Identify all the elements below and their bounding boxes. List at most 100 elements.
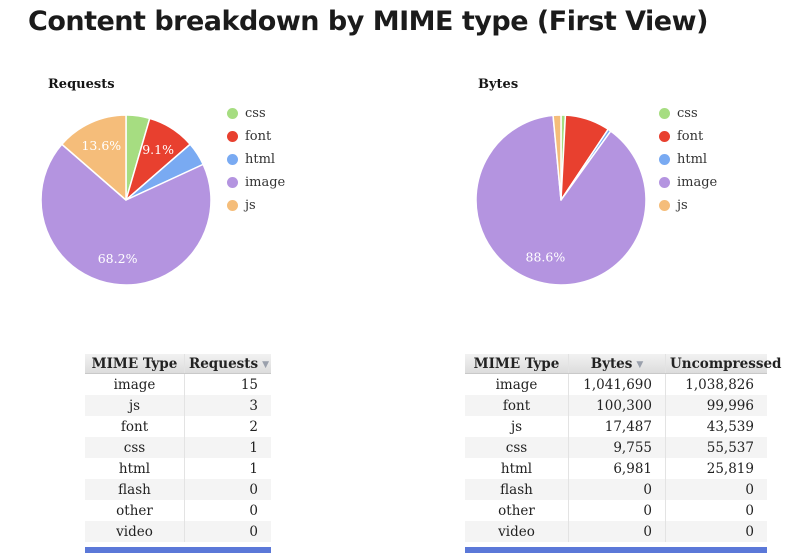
table-row-video[interactable]: video 0 0 (465, 521, 767, 542)
pie-percent-label: 13.6% (81, 138, 121, 153)
pie-slice-js[interactable] (61, 114, 127, 201)
legend-label: html (677, 152, 708, 167)
bytes-table-body: image 1,041,690 1,038,826 font 100,300 99,996… (465, 373, 767, 542)
legend-swatch-icon (659, 131, 670, 142)
legend-item-image: image (659, 171, 717, 194)
value-cell: 3 (184, 395, 271, 416)
legend-label: html (245, 152, 276, 167)
value-cell: 0 (568, 500, 666, 521)
table-row-other[interactable]: other 0 0 (465, 500, 767, 521)
mime-type-cell: font (465, 395, 569, 416)
bytes-legend: css font html image js (659, 102, 717, 217)
value-cell: 55,537 (665, 437, 767, 458)
legend-swatch-icon (227, 108, 238, 119)
value-cell: 15 (184, 373, 271, 395)
column-header-mime-type[interactable]: MIME Type (465, 354, 569, 374)
mime-type-cell: other (498, 502, 535, 519)
mime-type-cell: css (85, 437, 185, 458)
legend-swatch-icon (659, 108, 670, 119)
sort-desc-icon: ▼ (636, 359, 644, 370)
value-cell: 2 (184, 416, 271, 437)
value-cell: 0 (184, 479, 271, 500)
bytes-pie-chart[interactable]: 88.6% (473, 112, 649, 288)
column-header-bytes[interactable]: Bytes ▼ (568, 354, 666, 374)
column-header-uncompressed[interactable]: Uncompressed (665, 354, 781, 374)
mime-type-cell: video (465, 521, 569, 542)
legend-item-js: js (227, 194, 285, 217)
pie-percent-label: 68.2% (98, 251, 138, 266)
table-row-font[interactable]: font 100,300 99,996 (465, 395, 767, 416)
legend-item-html: html (659, 148, 717, 171)
table-row-css[interactable]: css 9,755 55,537 (465, 437, 767, 458)
table-row-other[interactable]: other 0 (85, 500, 271, 521)
mime-type-cell: image (113, 376, 156, 393)
legend-item-js: js (659, 194, 717, 217)
legend-item-font: font (227, 125, 285, 148)
mime-type-cell: flash (85, 479, 185, 500)
requests-chart-title: Requests (48, 77, 115, 92)
legend-swatch-icon (659, 200, 670, 211)
value-cell: 0 (665, 500, 767, 521)
legend-swatch-icon (227, 154, 238, 165)
value-cell: 9,755 (568, 437, 666, 458)
value-cell: 0 (184, 500, 271, 521)
legend-item-image: image (227, 171, 285, 194)
table-row-font[interactable]: font 2 (85, 416, 271, 437)
table-row-js[interactable]: js 3 (85, 395, 271, 416)
legend-swatch-icon (659, 177, 670, 188)
requests-table: MIME Type Requests ▼ image 15 js 3 font 2 css 1 ht… (85, 354, 271, 542)
pie-slice-js[interactable] (552, 114, 562, 201)
value-cell: 17,487 (568, 416, 666, 437)
legend-label: css (245, 106, 266, 121)
requests-pie-chart[interactable]: 9.1% 68.2% 13.6% (38, 112, 214, 288)
table-row-js[interactable]: js 17,487 43,539 (465, 416, 767, 437)
value-cell: 100,300 (568, 395, 666, 416)
bytes-table-head: MIME Type Bytes ▼ Uncompressed (465, 354, 781, 374)
value-cell: 1,041,690 (568, 373, 666, 395)
pie-slice-image[interactable] (40, 143, 212, 286)
value-cell: 0 (665, 479, 767, 500)
value-cell: 6,981 (568, 458, 666, 479)
column-header-requests[interactable]: Requests ▼ (184, 354, 271, 374)
table-row-css[interactable]: css 1 (85, 437, 271, 458)
table-header-row: MIME Type Bytes ▼ Uncompressed (465, 354, 781, 374)
bytes-table: MIME Type Bytes ▼ Uncompressed image 1,041,6… (465, 354, 781, 542)
page-title: Content breakdown by MIME type (First Vi… (28, 6, 708, 37)
table-row-image[interactable]: image 1,041,690 1,038,826 (465, 373, 767, 395)
table-row-flash[interactable]: flash 0 0 (465, 479, 767, 500)
legend-label: js (245, 198, 256, 213)
legend-item-css: css (659, 102, 717, 125)
mime-type-cell: html (500, 460, 533, 477)
requests-table-body: image 15 js 3 font 2 css 1 html 1 flash 0 other 0 vide… (85, 373, 271, 542)
value-cell: 0 (568, 521, 666, 542)
mime-type-cell: other (116, 502, 153, 519)
requests-table-head: MIME Type Requests ▼ (85, 354, 271, 374)
mime-type-cell: html (118, 460, 151, 477)
legend-swatch-icon (227, 200, 238, 211)
table-row-flash[interactable]: flash 0 (85, 479, 271, 500)
requests-legend: css font html image js (227, 102, 285, 217)
mime-type-cell: js (510, 418, 523, 435)
value-cell: 43,539 (665, 416, 767, 437)
bottom-blue-bar-right (465, 547, 767, 553)
legend-label: font (677, 129, 704, 144)
value-cell: 1,038,826 (665, 373, 767, 395)
legend-label: js (677, 198, 688, 213)
column-header-mime-type[interactable]: MIME Type (85, 354, 185, 374)
value-cell: 0 (665, 521, 767, 542)
pie-percent-label: 88.6% (526, 249, 566, 264)
table-row-image[interactable]: image 15 (85, 373, 271, 395)
value-cell: 99,996 (665, 395, 767, 416)
bottom-blue-bar-left (85, 547, 271, 553)
mime-type-cell: font (120, 418, 149, 435)
mime-type-cell: video (85, 521, 185, 542)
value-cell: 0 (184, 521, 271, 542)
table-row-html[interactable]: html 1 (85, 458, 271, 479)
legend-label: image (245, 175, 286, 190)
table-row-video[interactable]: video 0 (85, 521, 271, 542)
legend-swatch-icon (227, 177, 238, 188)
table-row-html[interactable]: html 6,981 25,819 (465, 458, 767, 479)
mime-type-cell: flash (465, 479, 569, 500)
legend-swatch-icon (659, 154, 670, 165)
